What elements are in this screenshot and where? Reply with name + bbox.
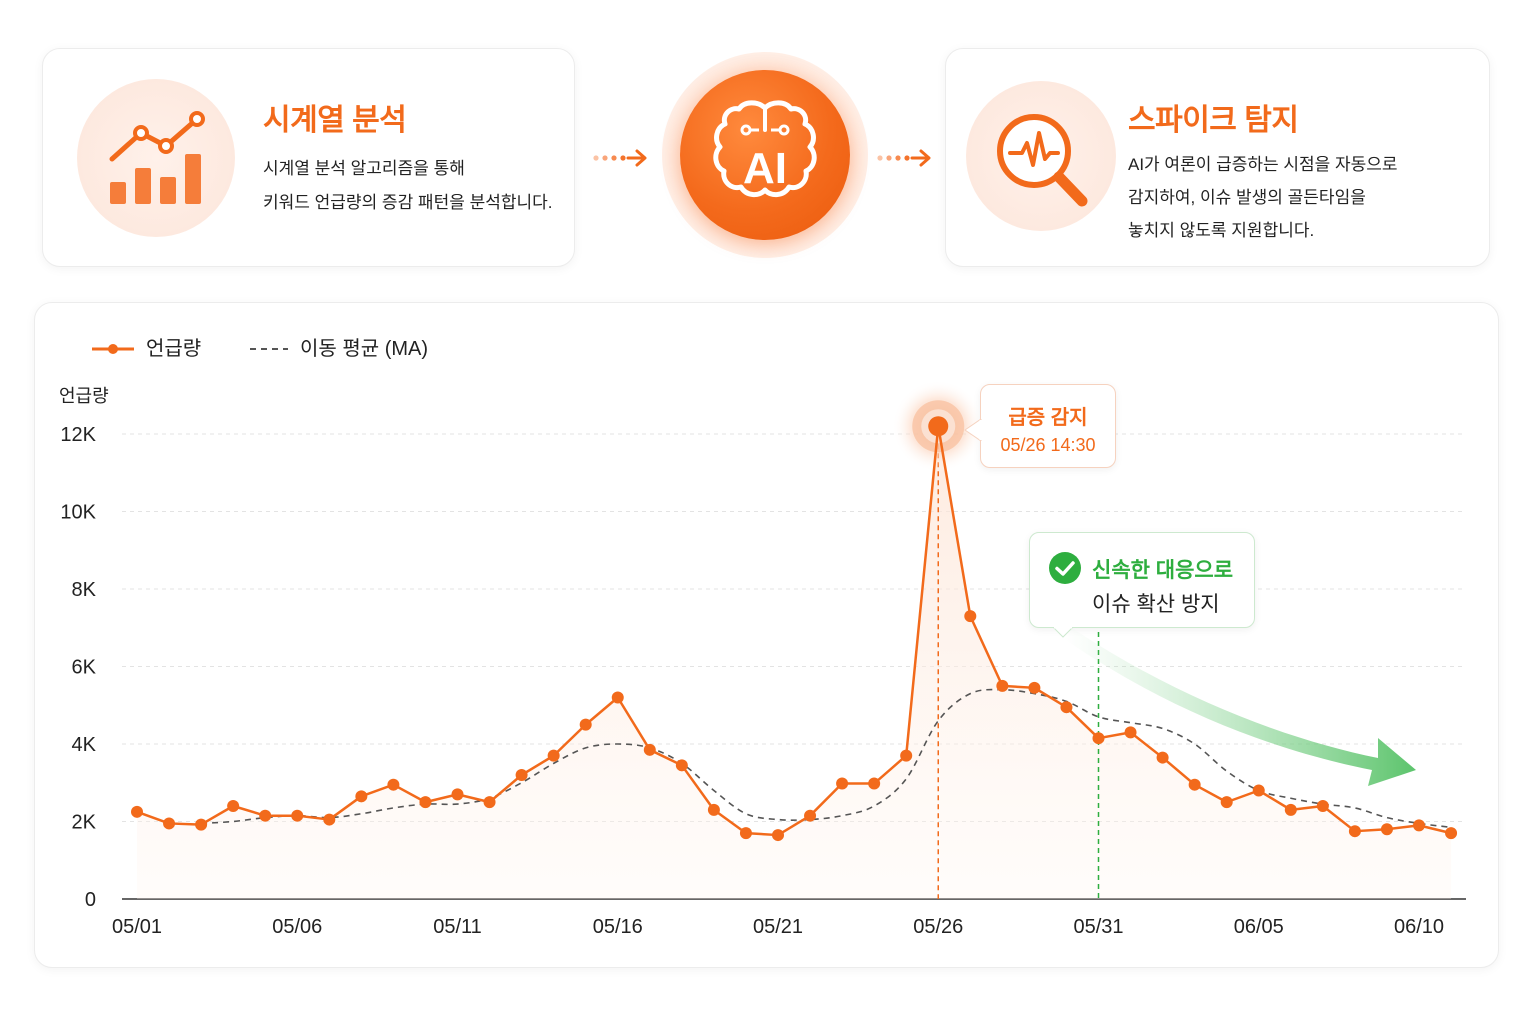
spike-detection-title: 스파이크 탐지	[1128, 104, 1299, 137]
spike-detection-description: AI가 여론이 급증하는 시점을 자동으로 감지하여, 이슈 발생의 골든타임을…	[1128, 148, 1398, 247]
data-point	[675, 759, 688, 772]
data-point	[419, 796, 432, 809]
check-circle-icon	[1049, 552, 1081, 584]
response-annotation: 신속한 대응으로 이슈 확산 방지	[1029, 532, 1255, 628]
data-point	[836, 777, 849, 790]
data-point	[1445, 827, 1458, 840]
bar-chart-trend-icon	[77, 79, 235, 237]
spike-annotation-title: 급증 감지	[1008, 407, 1088, 429]
data-point	[611, 691, 624, 704]
x-tick-label: 05/26	[913, 916, 963, 938]
x-tick-label: 05/11	[433, 916, 482, 938]
data-point	[515, 769, 528, 781]
x-tick-label: 05/06	[272, 916, 322, 938]
y-tick-label: 6K	[72, 657, 97, 679]
data-point	[483, 796, 496, 809]
x-tick-label: 06/10	[1394, 916, 1444, 938]
desc-line: 감지하여, 이슈 발생의 골든타임을	[1128, 188, 1366, 207]
legend-line-marker-icon	[92, 344, 134, 354]
data-point	[1413, 819, 1425, 832]
data-point	[1188, 778, 1201, 791]
time-series-title: 시계열 분석	[263, 104, 407, 137]
data-point	[1220, 796, 1233, 809]
spike-point	[928, 416, 949, 437]
y-axis-label: 언급량	[59, 386, 109, 406]
data-point	[227, 800, 240, 812]
y-tick-label: 12K	[60, 424, 96, 446]
trend-down-arrow-icon	[1066, 628, 1416, 786]
spike-detection-card: 스파이크 탐지 AI가 여론이 급증하는 시점을 자동으로 감지하여, 이슈 발…	[945, 48, 1490, 267]
callout-pointer	[1053, 627, 1073, 638]
data-point	[547, 749, 560, 762]
response-annotation-title: 신속한 대응으로	[1092, 559, 1234, 582]
legend-label: 이동 평균 (MA)	[300, 338, 429, 360]
x-tick-label: 06/05	[1234, 916, 1284, 938]
data-point	[291, 809, 304, 822]
legend-dashed-line-icon	[250, 348, 288, 350]
data-point	[1060, 701, 1073, 714]
data-point	[643, 743, 656, 756]
data-point	[259, 809, 272, 822]
data-point	[707, 803, 720, 816]
data-point	[387, 778, 400, 791]
legend-label: 언급량	[146, 338, 202, 360]
data-point	[900, 749, 913, 762]
area-fill	[137, 426, 1452, 899]
data-point	[1092, 732, 1105, 745]
data-point	[1348, 825, 1361, 838]
data-point	[772, 829, 784, 842]
y-tick-label: 2K	[72, 812, 97, 834]
time-series-card: 시계열 분석 시계열 분석 알고리즘을 통해 키워드 언급량의 증감 패턴을 분…	[42, 48, 575, 267]
y-tick-label: 8K	[72, 579, 97, 601]
data-point	[964, 610, 977, 623]
data-point	[355, 790, 368, 803]
data-point	[1028, 681, 1041, 694]
desc-line: 시계열 분석 알고리즘을 통해	[263, 159, 465, 178]
spike-annotation-time: 05/26 14:30	[1000, 435, 1096, 455]
data-point	[739, 827, 752, 840]
data-point	[996, 679, 1009, 692]
brain-icon: AI	[713, 100, 817, 197]
spike-annotation: 급증 감지 05/26 14:30	[980, 384, 1116, 468]
x-tick-label: 05/21	[753, 916, 803, 938]
data-point	[804, 809, 817, 822]
callout-pointer	[964, 419, 982, 441]
time-series-description: 시계열 분석 알고리즘을 통해 키워드 언급량의 증감 패턴을 분석합니다.	[263, 152, 553, 220]
data-point	[1284, 803, 1297, 816]
x-tick-label: 05/01	[112, 916, 162, 938]
ai-label: AI	[743, 144, 787, 193]
ai-badge: AI	[680, 70, 850, 240]
data-point	[131, 805, 143, 818]
y-tick-label: 10K	[60, 502, 96, 524]
data-point	[1316, 800, 1329, 812]
desc-line: AI가 여론이 급증하는 시점을 자동으로	[1128, 155, 1398, 174]
data-point	[323, 813, 336, 826]
data-point	[195, 818, 208, 831]
y-tick-label: 4K	[72, 734, 97, 756]
x-tick-label: 05/31	[1073, 916, 1123, 938]
dotted-arrow-icon	[593, 149, 647, 167]
dotted-arrow-icon	[877, 149, 931, 167]
magnifier-pulse-icon	[966, 81, 1116, 231]
data-point	[868, 777, 881, 790]
data-point	[163, 817, 176, 830]
data-point	[451, 788, 464, 801]
data-point	[1380, 823, 1393, 836]
data-point	[1252, 784, 1265, 797]
y-tick-label: 0	[85, 889, 96, 911]
desc-line: 키워드 언급량의 증감 패턴을 분석합니다.	[263, 193, 553, 212]
desc-line: 놓치지 않도록 지원합니다.	[1128, 221, 1315, 240]
data-point	[1156, 751, 1169, 764]
moving-average-line	[201, 688, 1452, 829]
data-point	[579, 718, 592, 731]
mentions-line	[136, 425, 1452, 837]
x-tick-label: 05/16	[593, 916, 643, 938]
response-annotation-subtitle: 이슈 확산 방지	[1092, 593, 1220, 616]
data-point	[1124, 726, 1137, 739]
